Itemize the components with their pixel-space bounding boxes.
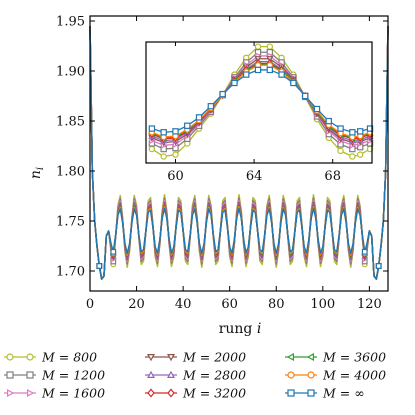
inset-marker-8 bbox=[160, 129, 167, 136]
legend-marker-end bbox=[306, 352, 314, 362]
inset-marker-0 bbox=[349, 153, 356, 160]
legend-label: M = 4000 bbox=[322, 368, 386, 383]
legend-label: M = 800 bbox=[41, 350, 97, 365]
series-8 bbox=[89, 25, 389, 280]
inset-marker-8 bbox=[219, 90, 226, 98]
legend-marker-start bbox=[6, 353, 14, 361]
y-tick-label: 1.75 bbox=[56, 215, 85, 230]
x-tick-label: 100 bbox=[310, 297, 335, 312]
legend-entry-6: M = 3600 bbox=[285, 350, 386, 365]
y-tick-label: 1.70 bbox=[56, 265, 85, 280]
y-axis-label: ni bbox=[28, 167, 46, 179]
inset-marker-8 bbox=[325, 117, 332, 125]
legend-entry-5: M = 3200 bbox=[145, 386, 246, 401]
y-tick-label: 1.85 bbox=[56, 115, 85, 130]
inset-marker-8 bbox=[195, 114, 203, 121]
legend-label: M = 2000 bbox=[182, 350, 246, 365]
inset-marker-0 bbox=[160, 153, 167, 160]
legend-label: M = 1600 bbox=[41, 386, 105, 401]
plot-frame bbox=[89, 15, 389, 292]
inset-marker-8 bbox=[357, 128, 364, 135]
inset-marker-8 bbox=[243, 71, 250, 78]
inset-marker-8 bbox=[290, 79, 297, 87]
legend-marker-end bbox=[307, 371, 315, 379]
series-marker-8 bbox=[110, 248, 117, 255]
legend-marker-end bbox=[167, 388, 175, 398]
series-marker-8 bbox=[361, 248, 368, 255]
x-tick-label: 0 bbox=[86, 297, 94, 312]
inset-marker-0 bbox=[254, 43, 262, 50]
inset-plot: 60 64 68 bbox=[145, 41, 374, 184]
legend-label: M = 1200 bbox=[41, 368, 105, 383]
legend-marker-start bbox=[146, 370, 156, 378]
legend: M = 800 M = 1200 M = 1600 M = 2000 M = 2800 M… bbox=[4, 350, 386, 401]
legend-label: M = 3600 bbox=[322, 350, 386, 365]
legend-entry-0: M = 800 bbox=[4, 350, 97, 365]
x-axis-label: rung i bbox=[219, 321, 262, 337]
legend-entry-8: M = ∞ bbox=[285, 386, 365, 401]
legend-marker-end bbox=[166, 370, 176, 378]
legend-label: M = 2800 bbox=[182, 368, 246, 383]
main-plot: 0 20 40 60 80 100 120 1.70 1.75 1.80 1.85 1.90 1.95 bbox=[56, 15, 389, 312]
inset-marker-0 bbox=[148, 145, 156, 153]
legend-entry-4: M = 2800 bbox=[145, 368, 246, 383]
legend-marker-end bbox=[26, 353, 34, 361]
x-tick-label: 40 bbox=[175, 297, 192, 312]
inset-marker-8 bbox=[278, 71, 285, 78]
legend-entry-7: M = 4000 bbox=[285, 368, 386, 383]
inset-marker-8 bbox=[313, 105, 321, 113]
legend-marker-start bbox=[287, 371, 295, 379]
x-tick-label: 60 bbox=[221, 297, 238, 312]
inset-marker-8 bbox=[337, 125, 344, 132]
y-tick-label: 1.80 bbox=[56, 165, 85, 180]
inset-marker-8 bbox=[207, 103, 215, 110]
series-marker-8 bbox=[375, 263, 382, 269]
legend-marker-start bbox=[287, 389, 295, 397]
inset-marker-0 bbox=[337, 147, 344, 155]
y-tick-label: 1.95 bbox=[56, 15, 85, 30]
inset-marker-8 bbox=[172, 128, 179, 135]
x-tick-label: 120 bbox=[357, 297, 382, 312]
legend-marker-end bbox=[166, 354, 176, 362]
inset-frame bbox=[145, 41, 373, 164]
inset-marker-0 bbox=[266, 43, 274, 50]
inset-marker-0 bbox=[172, 151, 179, 158]
inset-marker-8 bbox=[301, 92, 309, 100]
legend-marker-start bbox=[147, 388, 155, 398]
legend-marker-end bbox=[26, 371, 34, 379]
legend-label: M = ∞ bbox=[322, 386, 365, 401]
inset-marker-8 bbox=[266, 66, 274, 74]
legend-entry-1: M = 1200 bbox=[4, 368, 105, 383]
inset-x-tick-label: 60 bbox=[167, 169, 184, 184]
inset-x-tick-label: 68 bbox=[324, 169, 341, 184]
series-marker-8 bbox=[96, 263, 103, 269]
legend-marker-start bbox=[6, 371, 14, 379]
series-line-8 bbox=[89, 25, 389, 280]
legend-marker-end bbox=[27, 388, 35, 398]
inset-marker-8 bbox=[366, 125, 374, 132]
x-tick-label: 20 bbox=[128, 297, 145, 312]
inset-marker-8 bbox=[184, 122, 191, 129]
inset-marker-8 bbox=[254, 66, 262, 74]
legend-entry-2: M = 1600 bbox=[4, 386, 105, 401]
legend-label: M = 3200 bbox=[182, 386, 246, 401]
inset-marker-8 bbox=[349, 129, 356, 136]
legend-marker-end bbox=[307, 389, 315, 397]
x-tick-label: 80 bbox=[268, 297, 285, 312]
legend-marker-start bbox=[286, 352, 294, 362]
legend-entry-3: M = 2000 bbox=[145, 350, 246, 365]
inset-marker-0 bbox=[357, 151, 364, 158]
y-tick-label: 1.90 bbox=[56, 65, 85, 80]
inset-x-tick-label: 64 bbox=[246, 169, 263, 184]
inset-series-8 bbox=[148, 66, 374, 136]
legend-marker-start bbox=[146, 354, 156, 362]
legend-marker-start bbox=[6, 388, 15, 398]
inset-marker-8 bbox=[148, 125, 156, 132]
inset-marker-8 bbox=[231, 79, 238, 87]
